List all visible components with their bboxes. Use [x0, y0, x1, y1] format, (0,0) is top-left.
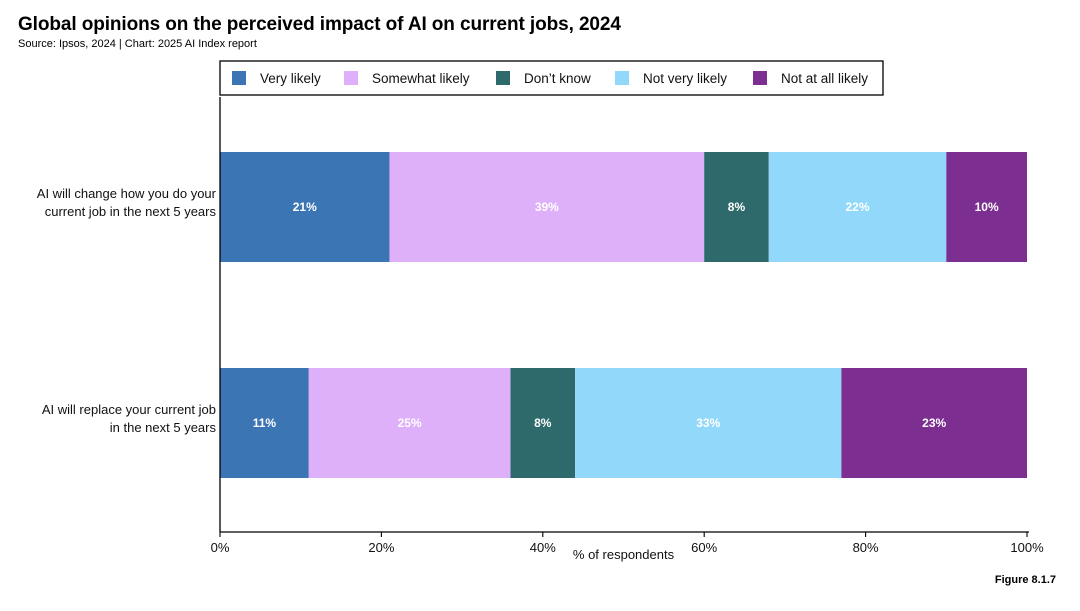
data-label-not-very-likely-row-1: 22%	[846, 200, 870, 214]
bar-not-very-likely-row-1	[768, 152, 947, 262]
bar-very-likely-row-2	[220, 368, 309, 478]
legend-swatch-not-at-all-likely	[753, 71, 767, 85]
bars-group: 21% 39% 8% 22% 10% AI will change how you do …	[37, 152, 1027, 478]
legend-label-don-t-know: Don’t know	[524, 71, 591, 86]
x-axis-title: % of respondents	[573, 547, 675, 562]
chart-title: Global opinions on the perceived impact …	[18, 14, 621, 35]
data-label-very-likely-row-1: 21%	[293, 200, 317, 214]
legend-swatch-somewhat-likely	[344, 71, 358, 85]
axes-group: 0% 20% 40% 60% 80% 100% % of respondents	[211, 97, 1044, 562]
bar-row-2: 11% 25% 8% 33% 23% AI will replace your curre…	[42, 368, 1027, 478]
bar-somewhat-likely-row-1	[389, 152, 705, 262]
x-tick-label-60: 60%	[691, 540, 717, 555]
data-label-don-t-know-row-2: 8%	[534, 416, 552, 430]
category-label-2-line-1: AI will replace your current job	[42, 402, 216, 417]
category-label-1-line-1: AI will change how you do your	[37, 186, 217, 201]
legend-swatch-don-t-know	[496, 71, 510, 85]
data-label-not-at-all-likely-row-1: 10%	[975, 200, 999, 214]
x-tick-label-20: 20%	[368, 540, 394, 555]
bar-don-t-know-row-1	[704, 152, 769, 262]
bar-row-1: 21% 39% 8% 22% 10% AI will change how you do …	[37, 152, 1027, 262]
x-tick-label-0: 0%	[211, 540, 230, 555]
legend-label-not-at-all-likely: Not at all likely	[781, 71, 868, 86]
legend: Very likely Somewhat likely Don’t know Not …	[219, 60, 884, 96]
figure-label: Figure 8.1.7	[994, 574, 1056, 586]
data-label-somewhat-likely-row-2: 25%	[398, 416, 422, 430]
data-label-somewhat-likely-row-1: 39%	[535, 200, 559, 214]
data-label-not-at-all-likely-row-2: 23%	[922, 416, 946, 430]
x-tick-label-80: 80%	[853, 540, 879, 555]
data-label-very-likely-row-2: 11%	[253, 416, 277, 430]
legend-swatch-very-likely	[232, 71, 246, 85]
bar-don-t-know-row-2	[510, 368, 576, 478]
legend-label-very-likely: Very likely	[260, 71, 321, 86]
bar-not-very-likely-row-2	[575, 368, 842, 478]
chart-subtitle: Source: Ipsos, 2024 | Chart: 2025 AI Ind…	[18, 38, 257, 50]
category-label-2-line-2: in the next 5 years	[110, 420, 217, 435]
legend-swatch-not-very-likely	[615, 71, 629, 85]
data-label-not-very-likely-row-2: 33%	[696, 416, 720, 430]
legend-label-somewhat-likely: Somewhat likely	[372, 71, 470, 86]
legend-box	[219, 60, 884, 96]
bar-not-at-all-likely-row-2	[841, 368, 1027, 478]
category-label-1-line-2: current job in the next 5 years	[45, 204, 217, 219]
bar-somewhat-likely-row-2	[308, 368, 511, 478]
legend-label-not-very-likely: Not very likely	[643, 71, 727, 86]
x-tick-label-40: 40%	[530, 540, 556, 555]
bar-very-likely-row-1	[220, 152, 390, 262]
bar-not-at-all-likely-row-1	[946, 152, 1027, 262]
data-label-don-t-know-row-1: 8%	[728, 200, 746, 214]
x-tick-label-100: 100%	[1010, 540, 1044, 555]
